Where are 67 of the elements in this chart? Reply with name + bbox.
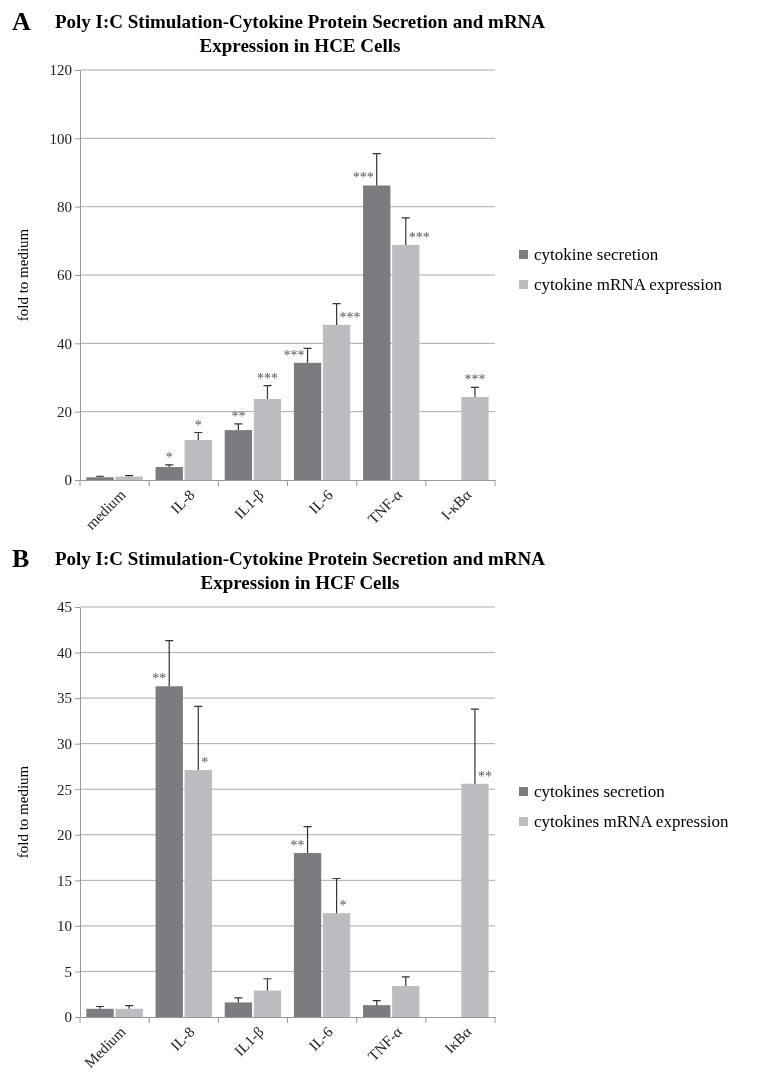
bar: [461, 783, 489, 1017]
y-tick-label: 80: [57, 198, 72, 215]
chart-title: Poly I:C Stimulation-Cytokine Protein Secretion and mRNA Expression in HCE Cells: [54, 11, 546, 56]
data-label: ***: [464, 372, 486, 388]
bar: [86, 1008, 114, 1017]
data-label: *: [339, 898, 347, 914]
data-label: **: [477, 768, 492, 784]
y-tick-label: 40: [57, 644, 72, 661]
bar: [115, 1008, 143, 1017]
y-tick-label: 20: [57, 827, 72, 844]
bar: [392, 244, 420, 480]
data-label: ***: [352, 170, 374, 186]
y-tick-label: 0: [64, 472, 72, 489]
y-axis-title: fold to medium: [15, 765, 31, 859]
legend-label: cytokines mRNA expression: [534, 812, 730, 831]
data-label: ***: [339, 309, 361, 325]
y-tick-label: 100: [49, 130, 72, 147]
y-tick-label: 35: [57, 690, 72, 707]
bar: [253, 990, 282, 1017]
x-tick-label: IL-6: [305, 1023, 337, 1054]
data-label: **: [152, 671, 167, 687]
x-tick-label: IL-8: [167, 1023, 198, 1054]
data-label: ***: [283, 347, 305, 363]
y-tick-label: 120: [49, 62, 72, 79]
bar: [363, 1005, 391, 1017]
bar: [322, 913, 351, 1017]
x-tick-label: IL-6: [305, 486, 337, 517]
bar: [293, 362, 322, 480]
y-tick-label: 45: [57, 599, 72, 616]
bar: [155, 467, 183, 480]
y-tick-label: 30: [57, 735, 72, 752]
chart-title: Poly I:C Stimulation-Cytokine Protein Secretion and mRNA Expression in HCF Cells: [54, 548, 546, 593]
y-tick-label: 0: [64, 1009, 72, 1026]
bar: [184, 440, 212, 480]
bar: [86, 477, 114, 480]
bar: [363, 185, 391, 480]
legend-label: cytokine mRNA expression: [534, 275, 723, 294]
bar: [184, 770, 212, 1017]
text: A: [12, 7, 31, 36]
y-tick-label: 25: [57, 781, 72, 798]
y-tick-label: 10: [57, 918, 72, 935]
y-axis-title: fold to medium: [15, 228, 31, 322]
bar: [253, 399, 282, 480]
data-label: *: [165, 449, 173, 465]
text: B: [12, 544, 30, 573]
y-tick-label: 40: [57, 335, 72, 352]
data-label: ***: [408, 229, 430, 245]
bar: [155, 686, 183, 1017]
bar: [224, 430, 253, 480]
data-label: *: [201, 755, 209, 771]
bar: [322, 324, 351, 480]
x-tick-label: IL-8: [167, 486, 198, 517]
y-tick-label: 5: [64, 963, 72, 980]
data-label: **: [290, 838, 305, 853]
bar: [115, 476, 143, 480]
bar: [392, 986, 420, 1017]
data-label: *: [194, 417, 202, 433]
legend-label: cytokine secretion: [534, 245, 659, 264]
y-tick-label: 15: [57, 872, 72, 889]
y-tick-label: 60: [57, 267, 72, 284]
bar: [461, 396, 489, 480]
y-tick-label: 20: [57, 403, 72, 420]
bar: [293, 853, 322, 1017]
bar: [224, 1002, 253, 1017]
legend-label: cytokines secretion: [534, 782, 666, 801]
data-label: ***: [256, 370, 278, 386]
data-label: **: [231, 408, 246, 424]
